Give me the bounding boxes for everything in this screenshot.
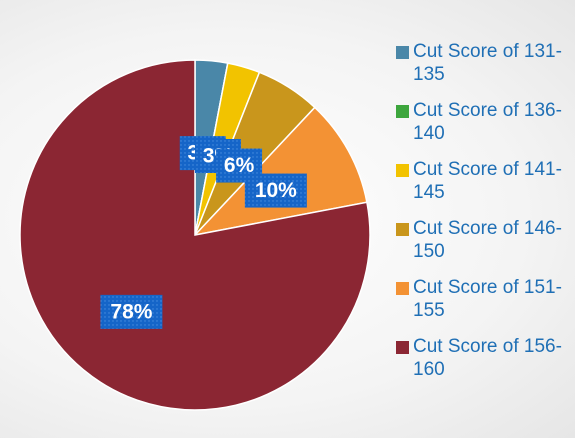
legend-label: Cut Score of 151-155 bbox=[413, 277, 562, 321]
data-label-box bbox=[100, 294, 163, 329]
legend-swatch bbox=[396, 282, 409, 295]
legend-label: Cut Score of 146-150 bbox=[413, 218, 562, 262]
legend-item: Cut Score of 141-145 bbox=[396, 158, 563, 204]
legend-swatch bbox=[396, 46, 409, 59]
data-label-box bbox=[244, 173, 307, 208]
data-label: 78% bbox=[110, 300, 152, 323]
legend-label: Cut Score of 131-135 bbox=[413, 41, 562, 85]
data-label: 10% bbox=[255, 179, 297, 202]
legend-swatch bbox=[396, 341, 409, 354]
legend-label: Cut Score of 156-160 bbox=[413, 336, 562, 380]
pie-slice bbox=[192, 106, 368, 237]
legend-label: Cut Score of 136-140 bbox=[413, 100, 562, 144]
data-label: 6% bbox=[224, 154, 255, 177]
legend-item: Cut Score of 131-135 bbox=[396, 40, 563, 86]
legend-item: Cut Score of 146-150 bbox=[396, 217, 563, 263]
legend-label: Cut Score of 141-145 bbox=[413, 159, 562, 203]
legend-item: Cut Score of 136-140 bbox=[396, 99, 563, 145]
legend-swatch bbox=[396, 164, 409, 177]
legend-swatch bbox=[396, 105, 409, 118]
legend-item: Cut Score of 156-160 bbox=[396, 335, 563, 381]
legend-item: Cut Score of 151-155 bbox=[396, 276, 563, 322]
legend-swatch bbox=[396, 223, 409, 236]
